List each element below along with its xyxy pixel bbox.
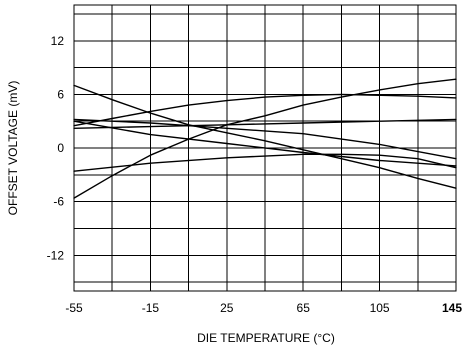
x-tick-label: -15 — [142, 301, 160, 315]
x-tick-label: 105 — [370, 301, 390, 315]
y-tick-labels: 12 6 0 -6 -12 — [47, 34, 65, 263]
series-line-4 — [73, 118, 457, 160]
series-line-2 — [73, 93, 457, 127]
x-tick-label: -55 — [65, 301, 83, 315]
y-tick-label: -6 — [53, 195, 64, 209]
series-line-1 — [73, 78, 457, 199]
y-tick-label: 0 — [57, 141, 64, 155]
x-tick-label: 65 — [297, 301, 311, 315]
x-tick-label: 25 — [220, 301, 234, 315]
grid-lines — [74, 5, 456, 291]
series-line-7 — [73, 120, 457, 167]
y-tick-label: 6 — [57, 87, 64, 101]
series-line-3 — [73, 118, 457, 129]
x-tick-label: 145 — [442, 301, 462, 315]
plot-frame — [73, 4, 457, 292]
x-tick-labels: -55 -15 25 65 105 145 — [65, 301, 462, 315]
series-lines — [73, 78, 457, 199]
series-line-5 — [73, 84, 457, 189]
y-tick-label: -12 — [47, 248, 65, 262]
x-axis-label: DIE TEMPERATURE (°C) — [197, 331, 335, 345]
y-tick-label: 12 — [51, 34, 65, 48]
y-axis-label: OFFSET VOLTAGE (mV) — [6, 81, 20, 216]
